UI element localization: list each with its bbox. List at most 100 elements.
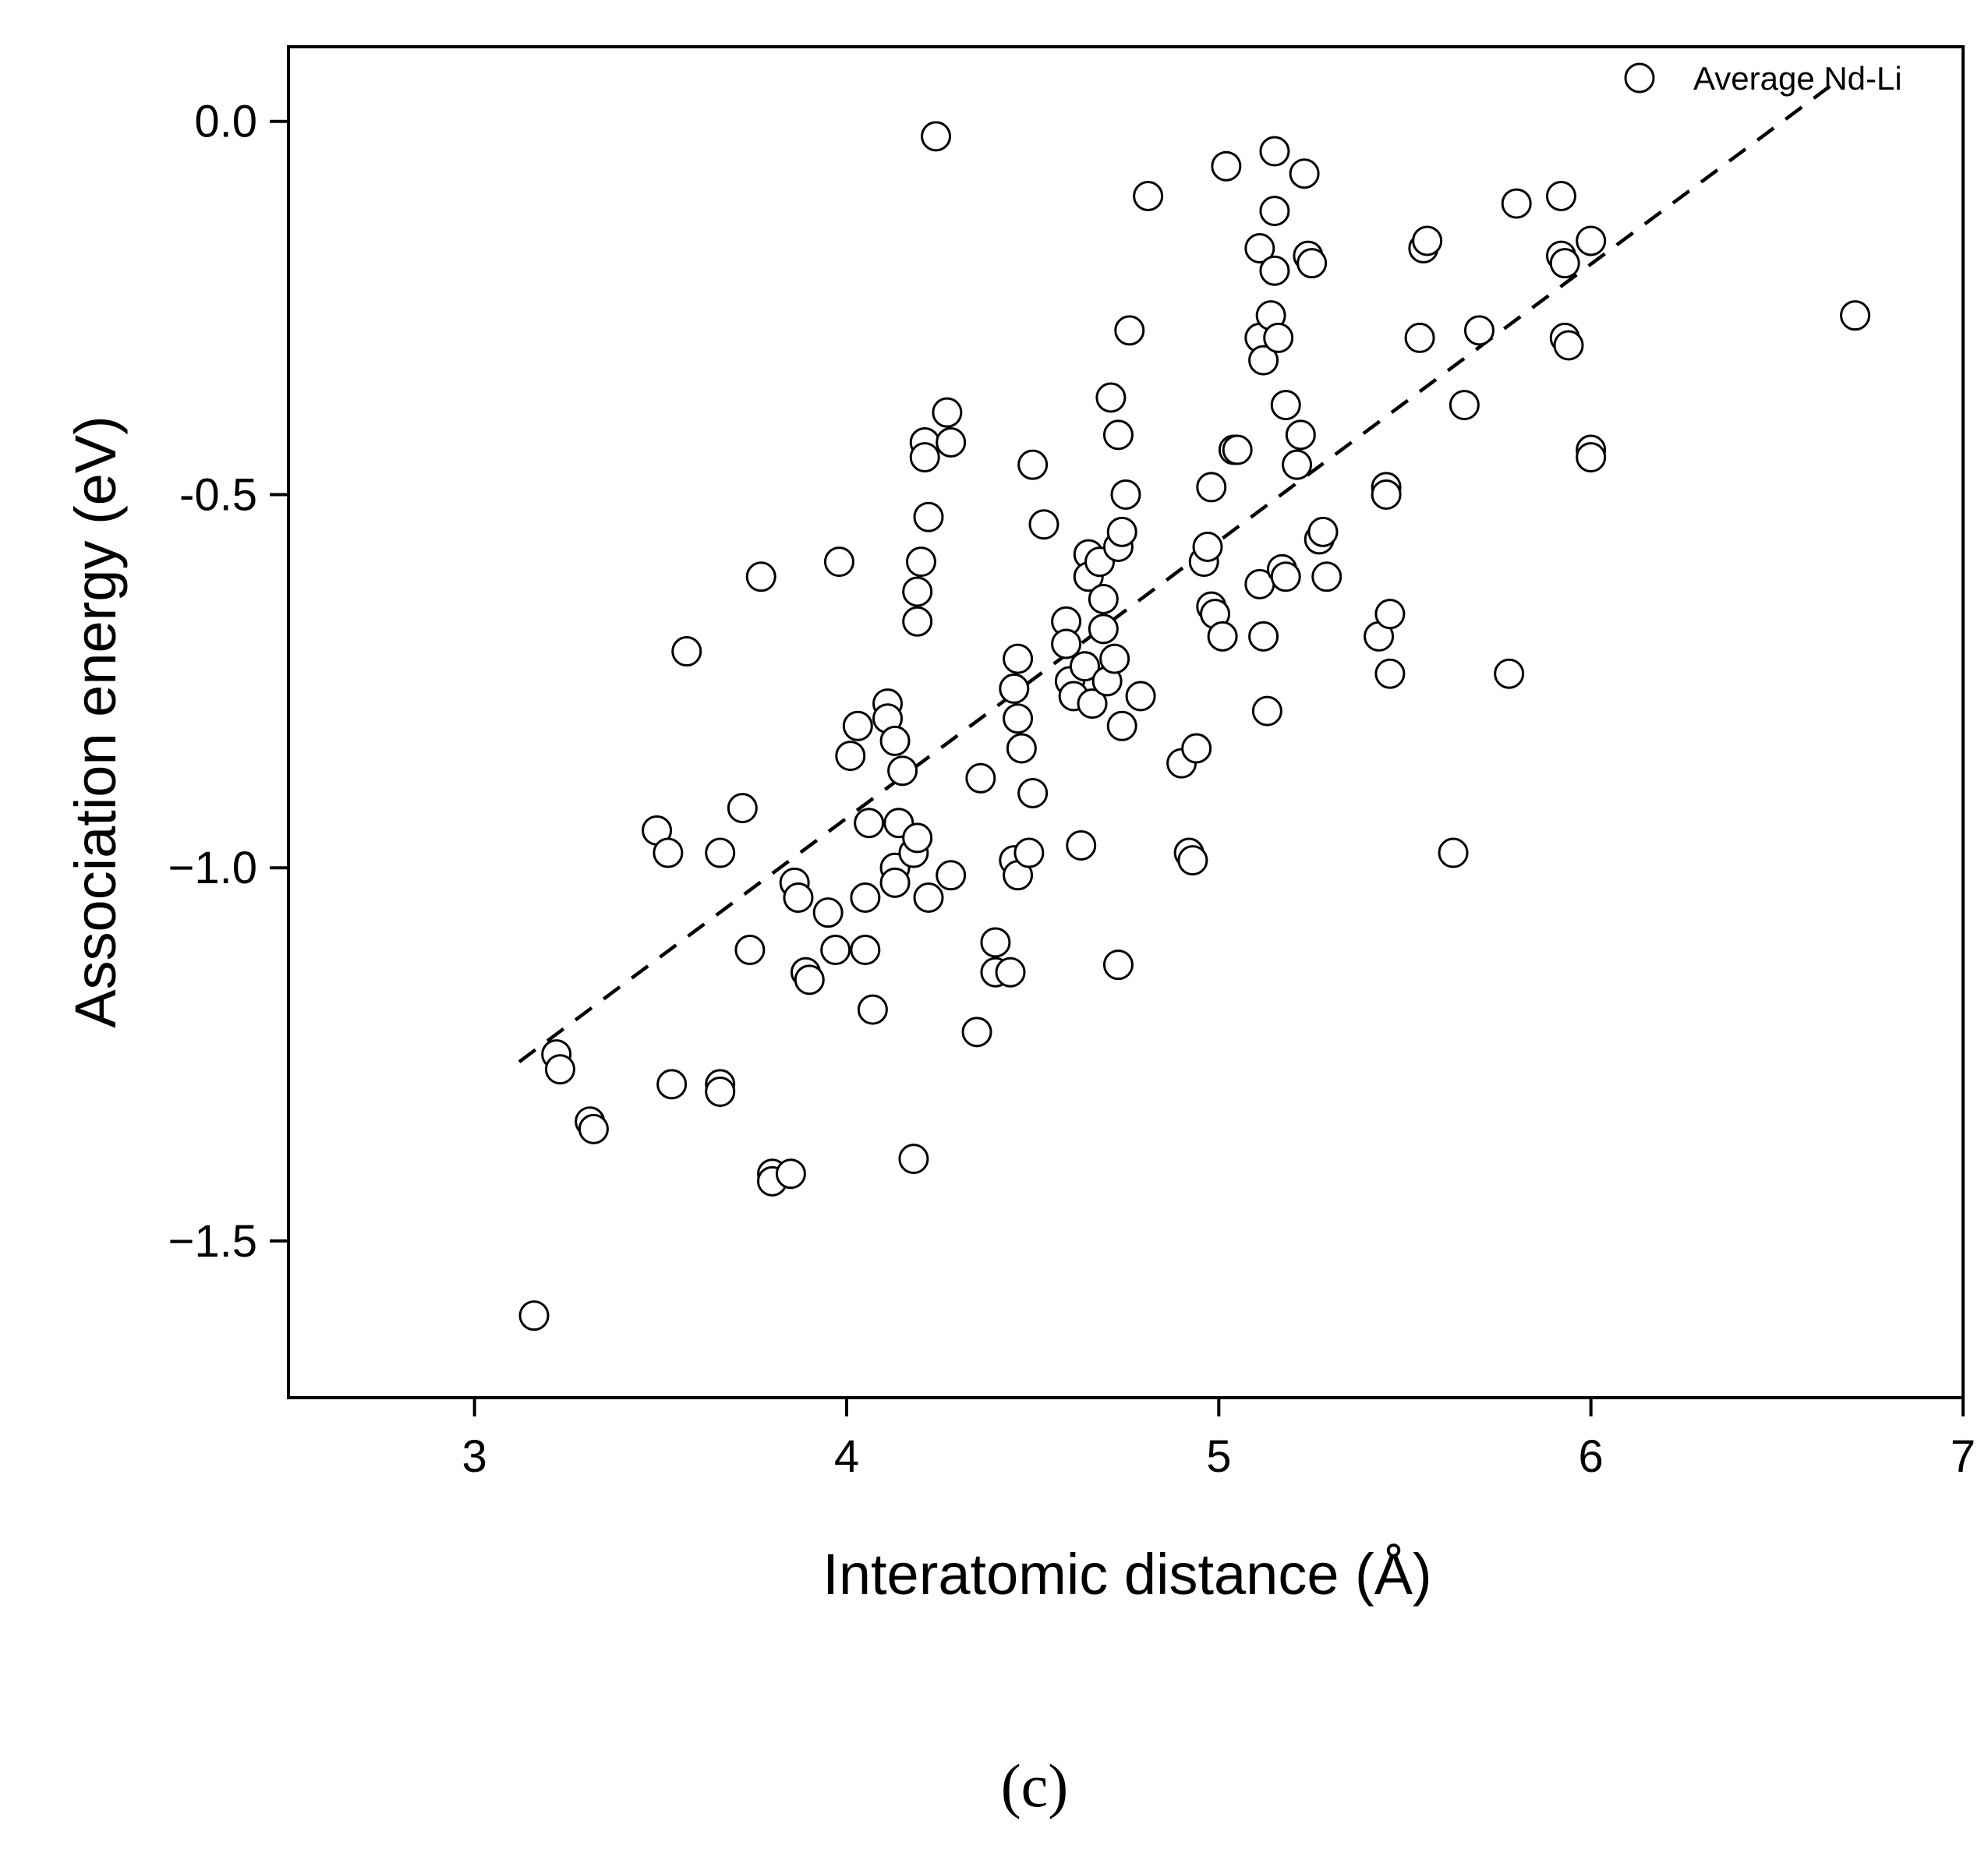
data-point bbox=[544, 1054, 575, 1085]
data-point bbox=[671, 636, 702, 667]
y-tick-label: −1.5 bbox=[168, 1216, 258, 1267]
data-point bbox=[1251, 695, 1282, 727]
data-point bbox=[823, 546, 854, 578]
data-point bbox=[794, 964, 825, 995]
legend-marker-icon bbox=[1624, 62, 1655, 94]
y-tick-label: 0.0 bbox=[194, 97, 257, 147]
data-point bbox=[1374, 658, 1406, 689]
data-point bbox=[1248, 345, 1279, 376]
data-point bbox=[1003, 703, 1034, 734]
data-points bbox=[518, 121, 1871, 1331]
data-point bbox=[995, 956, 1026, 988]
data-point bbox=[734, 935, 766, 966]
data-point bbox=[1207, 621, 1238, 652]
trend-line-dashed bbox=[518, 83, 1834, 1063]
data-point bbox=[902, 606, 933, 637]
x-axis-ticks: 3 4 5 6 7 bbox=[462, 1398, 1976, 1482]
data-point bbox=[1259, 196, 1290, 227]
data-point bbox=[1282, 449, 1313, 480]
data-point bbox=[1125, 681, 1156, 712]
data-point bbox=[1069, 651, 1100, 682]
data-point bbox=[913, 501, 944, 532]
data-point bbox=[1017, 449, 1049, 480]
data-point bbox=[1549, 248, 1580, 279]
data-point bbox=[1066, 829, 1097, 861]
data-point bbox=[1196, 472, 1227, 503]
legend-label: Average Nd-Li bbox=[1693, 60, 1902, 97]
data-point bbox=[1017, 777, 1049, 808]
data-point bbox=[932, 397, 963, 428]
data-point bbox=[1051, 628, 1082, 659]
data-point bbox=[1177, 845, 1208, 876]
data-point bbox=[1192, 531, 1223, 562]
x-tick-label: 6 bbox=[1579, 1431, 1604, 1482]
data-point bbox=[705, 837, 736, 868]
data-point bbox=[812, 897, 844, 928]
data-point bbox=[902, 822, 933, 854]
x-axis-title: Interatomic distance (Å) bbox=[822, 1542, 1431, 1607]
data-point bbox=[1438, 837, 1469, 868]
data-point bbox=[783, 882, 814, 914]
data-point bbox=[727, 793, 758, 824]
data-point bbox=[1248, 621, 1279, 652]
data-point bbox=[1006, 733, 1037, 764]
data-point bbox=[1133, 180, 1164, 211]
data-point bbox=[913, 882, 944, 914]
data-point bbox=[999, 673, 1030, 704]
panel-label: (c) bbox=[1001, 1752, 1069, 1819]
data-point bbox=[1404, 322, 1435, 353]
data-point bbox=[902, 576, 933, 607]
legend: Average Nd-Li bbox=[1624, 60, 1902, 97]
data-point bbox=[1263, 322, 1294, 353]
data-point bbox=[1106, 516, 1137, 547]
data-point bbox=[850, 882, 881, 914]
data-point bbox=[653, 837, 684, 868]
data-point bbox=[887, 755, 918, 787]
data-point bbox=[1307, 516, 1339, 547]
data-point bbox=[1270, 390, 1301, 421]
data-point bbox=[1553, 330, 1584, 361]
data-point bbox=[1099, 643, 1130, 674]
data-point bbox=[879, 725, 911, 756]
data-point bbox=[775, 1158, 806, 1190]
data-point bbox=[1296, 248, 1328, 279]
x-tick-label: 4 bbox=[834, 1431, 859, 1482]
data-point bbox=[1222, 434, 1253, 465]
data-point bbox=[1244, 233, 1275, 264]
x-tick-label: 5 bbox=[1206, 1431, 1231, 1482]
data-point bbox=[905, 546, 936, 578]
data-point bbox=[965, 762, 996, 794]
data-point bbox=[1270, 561, 1301, 592]
y-tick-label: -0.5 bbox=[179, 469, 257, 520]
data-point bbox=[1077, 688, 1108, 720]
data-point bbox=[1285, 419, 1316, 451]
data-point bbox=[1088, 584, 1119, 615]
data-point bbox=[850, 935, 881, 966]
data-point bbox=[1114, 315, 1145, 346]
data-point bbox=[820, 935, 851, 966]
data-point bbox=[1013, 837, 1045, 868]
data-point bbox=[961, 1017, 992, 1048]
data-point bbox=[857, 994, 888, 1025]
data-point bbox=[1576, 442, 1607, 473]
data-point bbox=[980, 927, 1011, 958]
data-point bbox=[1088, 613, 1119, 645]
data-point bbox=[936, 426, 967, 458]
data-point bbox=[1576, 225, 1607, 256]
data-point bbox=[1259, 136, 1290, 167]
data-point bbox=[1095, 382, 1127, 413]
data-point bbox=[1840, 300, 1871, 331]
data-point bbox=[1289, 158, 1320, 189]
data-point bbox=[1449, 390, 1480, 421]
data-point bbox=[936, 860, 967, 891]
data-point bbox=[705, 1076, 736, 1107]
data-point bbox=[1181, 733, 1212, 764]
data-point bbox=[879, 867, 911, 898]
data-point bbox=[1371, 479, 1402, 510]
data-point bbox=[1102, 949, 1134, 981]
data-point bbox=[1311, 561, 1342, 592]
data-point bbox=[1545, 180, 1576, 211]
data-point bbox=[1028, 509, 1059, 540]
data-point bbox=[1259, 255, 1290, 286]
data-point bbox=[1102, 419, 1134, 451]
